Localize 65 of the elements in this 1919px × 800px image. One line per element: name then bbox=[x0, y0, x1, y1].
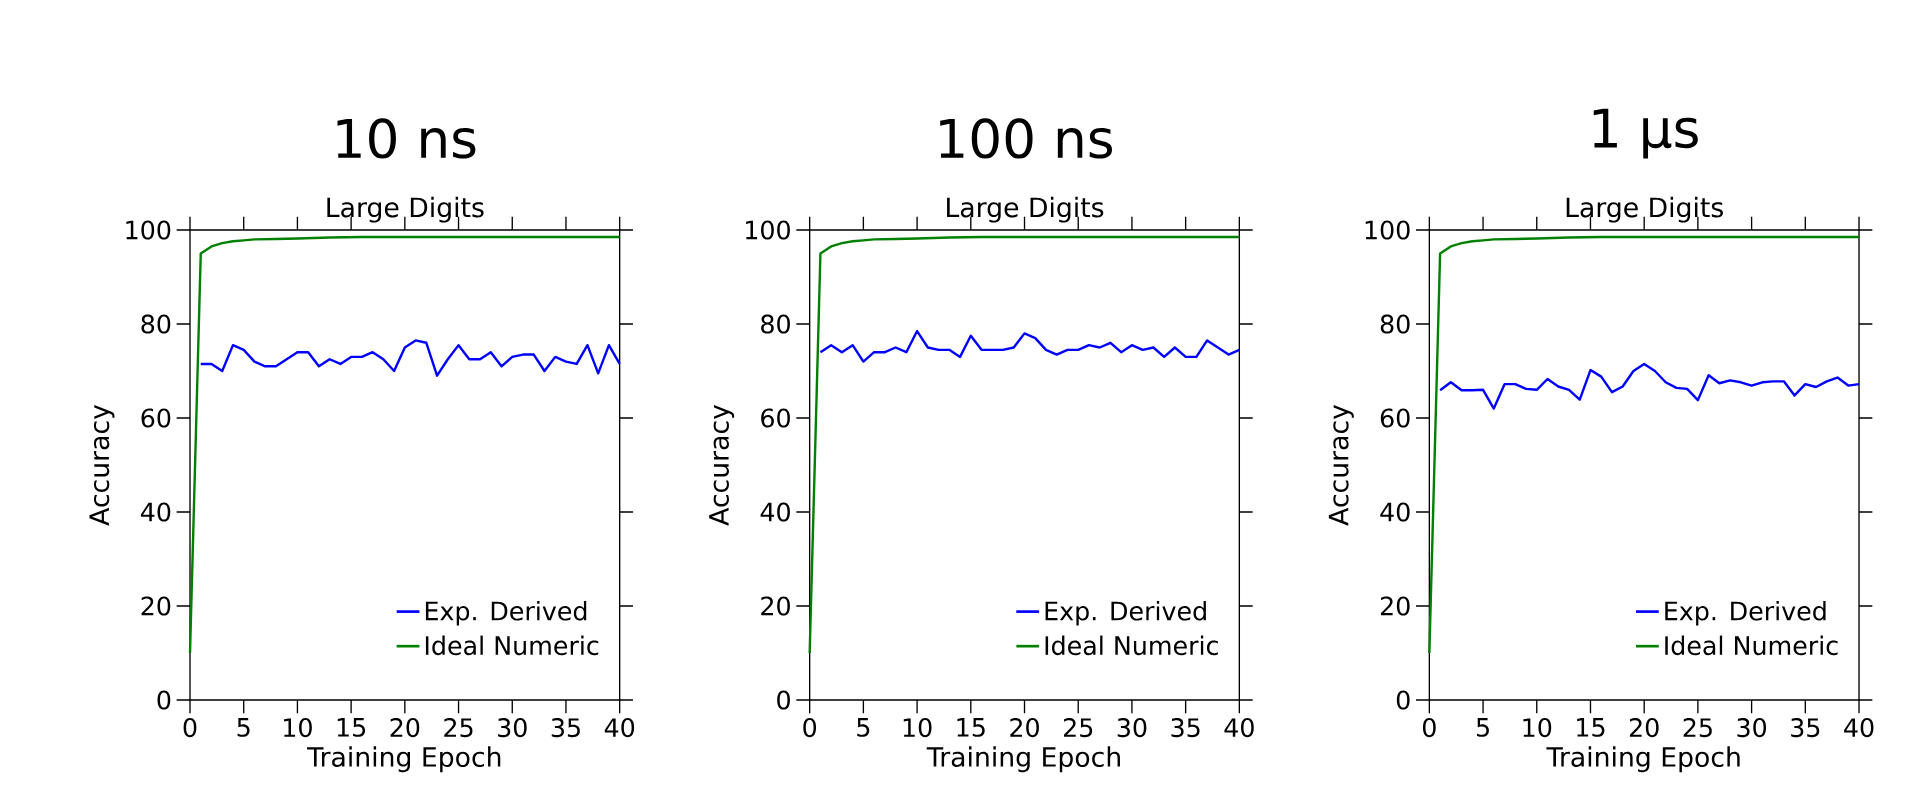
x-axis-title: Training Epoch bbox=[926, 746, 1120, 773]
x-tick-label: 40 bbox=[604, 718, 635, 738]
x-axis-title: Training Epoch bbox=[1546, 746, 1740, 773]
x-tick-label: 40 bbox=[1224, 718, 1254, 738]
y-tick-label: 100 bbox=[746, 220, 790, 240]
y-tick-label: 100 bbox=[126, 220, 171, 240]
y-tick-label: 60 bbox=[1380, 408, 1410, 428]
x-tick-label: 5 bbox=[1476, 718, 1489, 737]
x-tick-label: 20 bbox=[1010, 718, 1039, 738]
x-tick-label: 20 bbox=[390, 718, 420, 738]
y-tick-label: 80 bbox=[141, 314, 171, 334]
legend-label: Exp. Derived bbox=[425, 600, 587, 626]
x-tick-label: 10 bbox=[1523, 718, 1552, 738]
x-tick-label: 25 bbox=[1683, 718, 1712, 738]
x-tick-label: 30 bbox=[498, 718, 527, 738]
y-tick-label: 40 bbox=[1380, 502, 1410, 522]
y-tick-label: 0 bbox=[777, 690, 790, 710]
x-tick-label: 25 bbox=[1063, 718, 1093, 738]
x-axis-title: Training Epoch bbox=[307, 746, 501, 773]
line-series bbox=[199, 339, 621, 377]
chart-subtitle: Large Digits bbox=[1566, 196, 1723, 223]
y-tick-label: 20 bbox=[761, 596, 790, 616]
y-tick-label: 60 bbox=[141, 408, 171, 428]
x-tick-label: 35 bbox=[1791, 718, 1820, 738]
y-tick-label: 60 bbox=[761, 408, 790, 428]
x-tick-label: 10 bbox=[903, 718, 932, 738]
legend-label: Exp. Derived bbox=[1045, 600, 1206, 626]
x-tick-label: 5 bbox=[857, 718, 870, 737]
y-axis-title: Accuracy bbox=[89, 404, 115, 526]
x-tick-label: 15 bbox=[337, 718, 366, 737]
y-axis-title: Accuracy bbox=[709, 404, 735, 526]
x-tick-label: 20 bbox=[1629, 718, 1659, 738]
legend-label: Ideal Numeric bbox=[1045, 635, 1218, 656]
y-tick-label: 80 bbox=[761, 314, 790, 334]
chart-subtitle: Large Digits bbox=[947, 196, 1104, 223]
y-tick-label: 20 bbox=[1380, 596, 1410, 616]
y-tick-label: 20 bbox=[141, 596, 171, 616]
legend-label: Exp. Derived bbox=[1665, 600, 1826, 626]
x-tick-label: 15 bbox=[1577, 718, 1605, 737]
x-tick-label: 15 bbox=[957, 718, 985, 737]
x-tick-label: 5 bbox=[237, 718, 250, 737]
x-tick-label: 0 bbox=[803, 718, 817, 738]
chart-title: 1 µs bbox=[1593, 108, 1698, 159]
x-tick-label: 0 bbox=[1422, 718, 1436, 738]
x-tick-label: 35 bbox=[551, 718, 580, 738]
x-tick-label: 0 bbox=[183, 718, 197, 738]
y-tick-label: 0 bbox=[157, 690, 171, 710]
line-series bbox=[1438, 362, 1861, 410]
x-tick-label: 35 bbox=[1171, 718, 1200, 738]
y-tick-label: 40 bbox=[760, 502, 790, 522]
chart-title: 10 ns bbox=[337, 118, 476, 159]
y-axis-title: Accuracy bbox=[1328, 404, 1354, 526]
x-tick-label: 25 bbox=[444, 718, 473, 738]
y-tick-label: 100 bbox=[1365, 220, 1410, 240]
chart-subtitle: Large Digits bbox=[327, 196, 484, 223]
x-tick-label: 30 bbox=[1117, 718, 1147, 738]
x-tick-label: 40 bbox=[1844, 718, 1874, 738]
x-tick-label: 30 bbox=[1737, 718, 1767, 738]
legend-label: Ideal Numeric bbox=[1665, 635, 1838, 656]
legend-label: Ideal Numeric bbox=[425, 635, 599, 656]
y-tick-label: 40 bbox=[140, 502, 171, 522]
y-tick-label: 80 bbox=[1380, 314, 1410, 334]
chart-title: 100 ns bbox=[940, 118, 1112, 159]
x-tick-label: 10 bbox=[284, 718, 312, 738]
y-tick-label: 0 bbox=[1396, 690, 1410, 710]
